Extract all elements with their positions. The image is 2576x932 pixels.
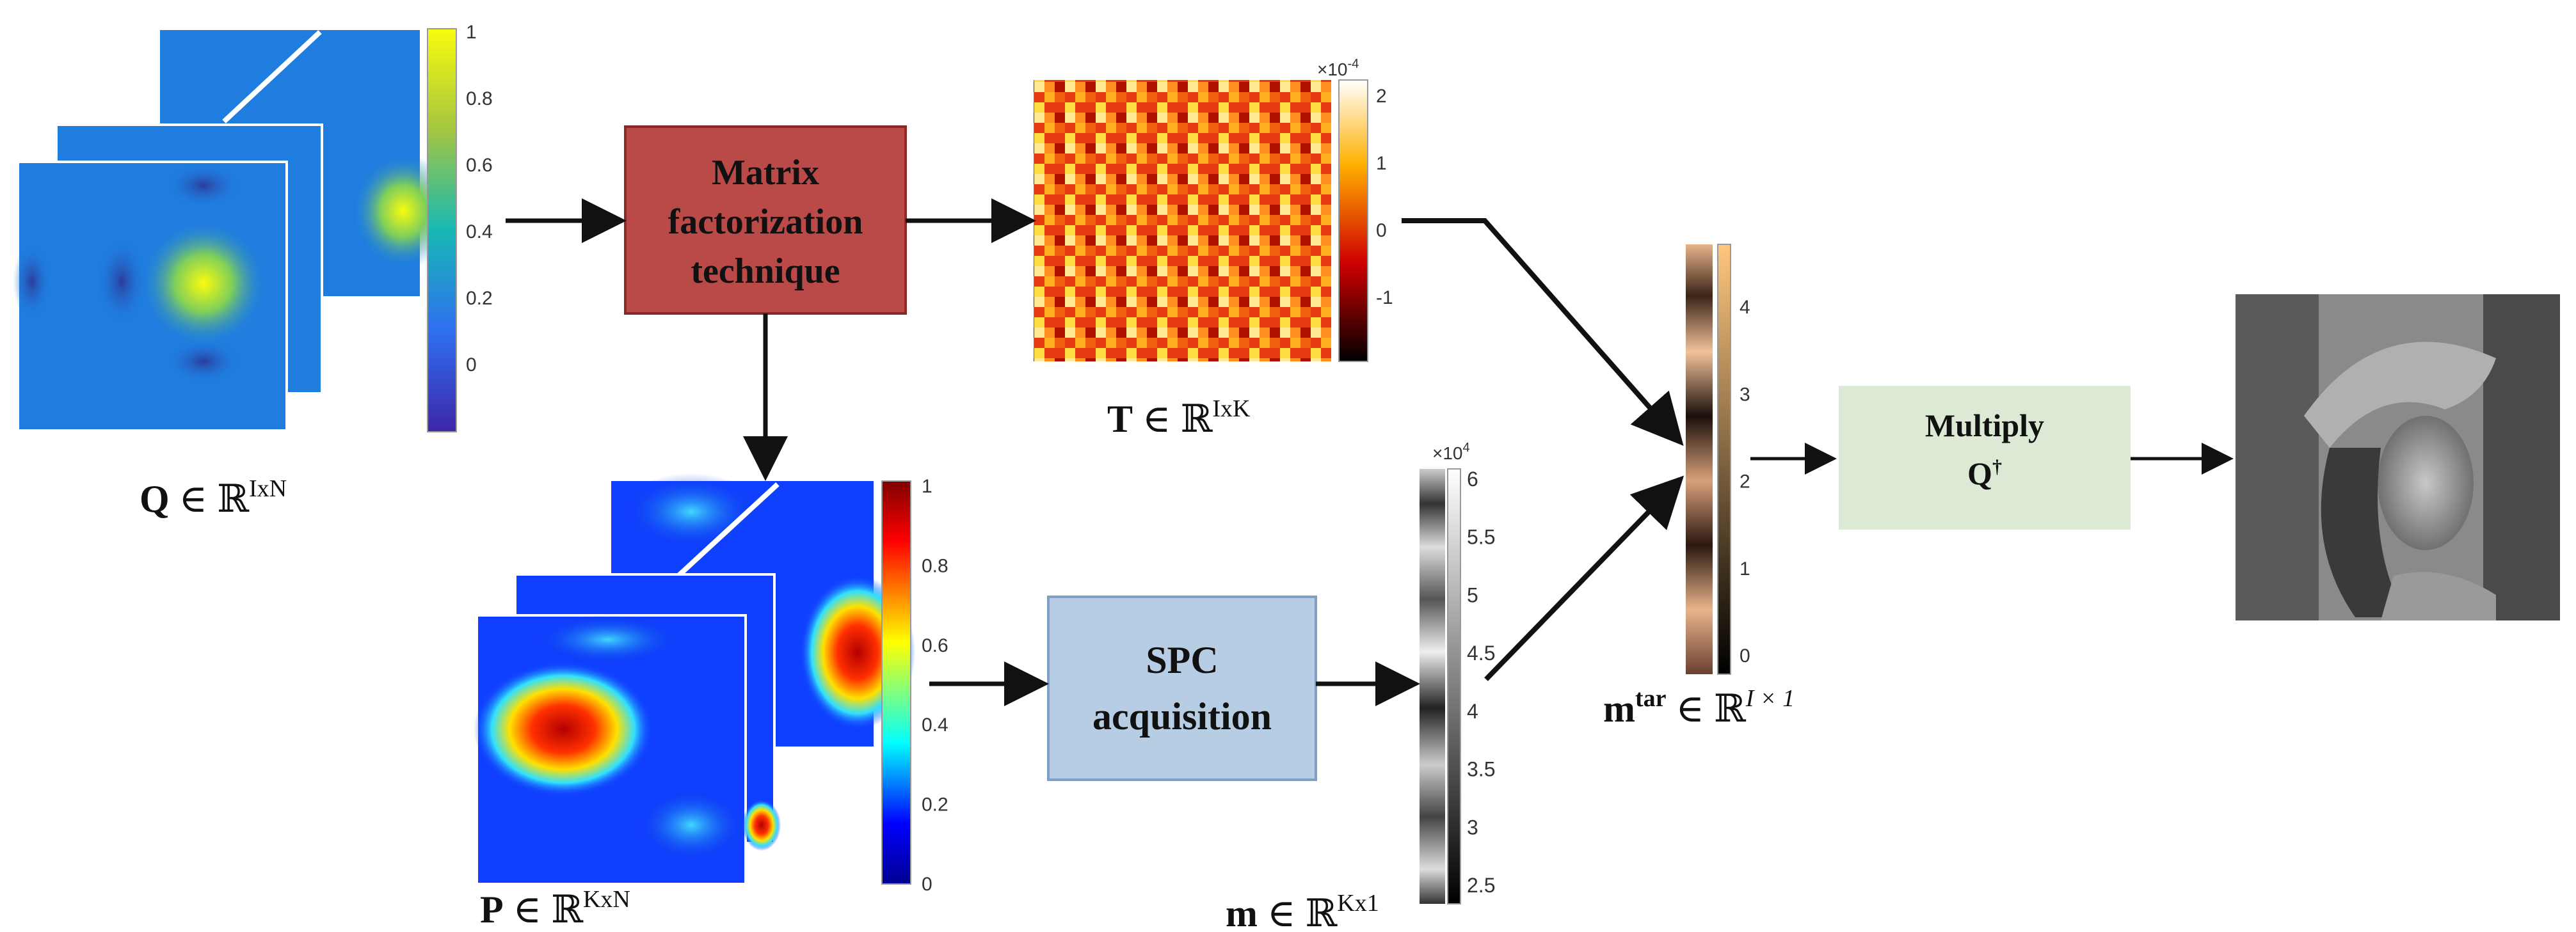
reconstructed-image — [2236, 294, 2560, 620]
p-label: P ∈ ℝKxN — [480, 886, 630, 931]
t-label: T ∈ ℝIxK — [1107, 395, 1251, 440]
multiply-label-line2: Q† — [1967, 455, 2002, 491]
p-front-red-blob — [474, 662, 653, 796]
p-back-cyan — [621, 473, 762, 550]
p-image-stack — [474, 473, 915, 885]
p-colorbar-tick: 0.6 — [922, 635, 948, 656]
t-image — [1034, 80, 1331, 361]
multiply-box: Multiply Q† — [1839, 386, 2131, 530]
q-back-edge — [222, 30, 322, 123]
shoulder-shape — [2381, 572, 2496, 620]
matrix-label-line2: factorization — [668, 202, 863, 242]
p-colorbar-tick: 1 — [922, 476, 932, 497]
p-colorbar-tick: 0.2 — [922, 794, 948, 816]
t-colorbar-tick: 2 — [1376, 86, 1387, 107]
q-front-blob — [140, 219, 268, 347]
mtar-colorbar-tick: 2 — [1740, 471, 1750, 493]
m-colorbar-tick: 3 — [1467, 816, 1478, 839]
mtar-colorbar-tick: 3 — [1740, 384, 1750, 405]
p-colorbar: 1 0.8 0.6 0.4 0.2 0 — [881, 476, 948, 895]
p-colorbar-tick: 0 — [922, 874, 932, 895]
p-front-cyan-2 — [531, 614, 685, 665]
m-label: m ∈ ℝKx1 — [1226, 890, 1379, 932]
q-colorbar-tick: 0 — [466, 354, 477, 375]
q-colorbar-tick: 0.2 — [466, 288, 493, 309]
m-colorbar-tick: 5.5 — [1467, 526, 1495, 549]
t-colorbar-exponent: ×10-4 — [1317, 57, 1359, 79]
mtar-colorbar-tick: 0 — [1740, 645, 1750, 667]
m-colorbar-tick: 4 — [1467, 700, 1478, 723]
multiply-label-line1: Multiply — [1925, 407, 2044, 443]
q-colorbar: 1 0.8 0.6 0.4 0.2 0 — [427, 22, 493, 432]
p-colorbar-tick: 0.4 — [922, 715, 948, 736]
spc-label-line1: SPC — [1146, 639, 1218, 681]
q-colorbar-tick: 0.6 — [466, 155, 493, 176]
t-colorbar: ×10-4 2 1 0 -1 — [1317, 57, 1393, 362]
q-colorbar-tick: 0.4 — [466, 221, 493, 242]
m-colorbar-tick: 6 — [1467, 468, 1478, 491]
spc-label-line2: acquisition — [1092, 695, 1272, 738]
hair-shape — [2321, 448, 2406, 617]
matrix-factorization-box: Matrix factorization technique — [624, 125, 907, 315]
m-colorbar-tick: 3.5 — [1467, 758, 1495, 781]
mtar-colorbar-tick: 4 — [1740, 297, 1750, 318]
p-back-edge — [676, 482, 780, 578]
arrows — [506, 198, 2234, 706]
t-colorbar-tick: 1 — [1376, 153, 1387, 174]
spc-acquisition-box: SPC acquisition — [1047, 596, 1317, 781]
p-front-cyan-1 — [634, 787, 749, 864]
m-colorbar-tick: 5 — [1467, 583, 1478, 606]
m-colorbar-tick: 2.5 — [1467, 874, 1495, 897]
q-image-stack — [13, 28, 454, 432]
q-colorbar-tick: 0.8 — [466, 88, 493, 109]
mtar-vector: 4 3 2 1 0 — [1686, 244, 1750, 675]
arrow-m-to-mtar — [1484, 475, 1684, 681]
face-shape — [2378, 416, 2474, 550]
mtar-colorbar-tick: 1 — [1740, 558, 1750, 580]
hat-shape — [2304, 342, 2496, 448]
matrix-label-line3: technique — [691, 251, 840, 291]
t-colorbar-tick: 0 — [1376, 220, 1387, 241]
t-colorbar-tick: -1 — [1376, 287, 1393, 308]
q-label: Q ∈ ℝIxN — [140, 475, 287, 520]
p-colorbar-tick: 0.8 — [922, 555, 948, 576]
m-vector: ×104 6 5.5 5 4.5 4 3.5 3 2.5 — [1420, 441, 1495, 904]
q-colorbar-tick: 1 — [466, 22, 477, 43]
q-front-dark-3 — [96, 237, 147, 326]
p-side-red — [742, 800, 781, 851]
q-front-dark-1 — [165, 163, 242, 208]
m-colorbar-exponent: ×104 — [1432, 441, 1470, 463]
mtar-label: mtar ∈ ℝI × 1 — [1603, 685, 1795, 730]
matrix-label-line1: Matrix — [712, 153, 819, 193]
q-front-dark-2 — [165, 339, 242, 384]
arrow-t-to-mtar — [1402, 218, 1684, 446]
m-colorbar-tick: 4.5 — [1467, 642, 1495, 665]
q-front-dark-4 — [13, 243, 51, 320]
